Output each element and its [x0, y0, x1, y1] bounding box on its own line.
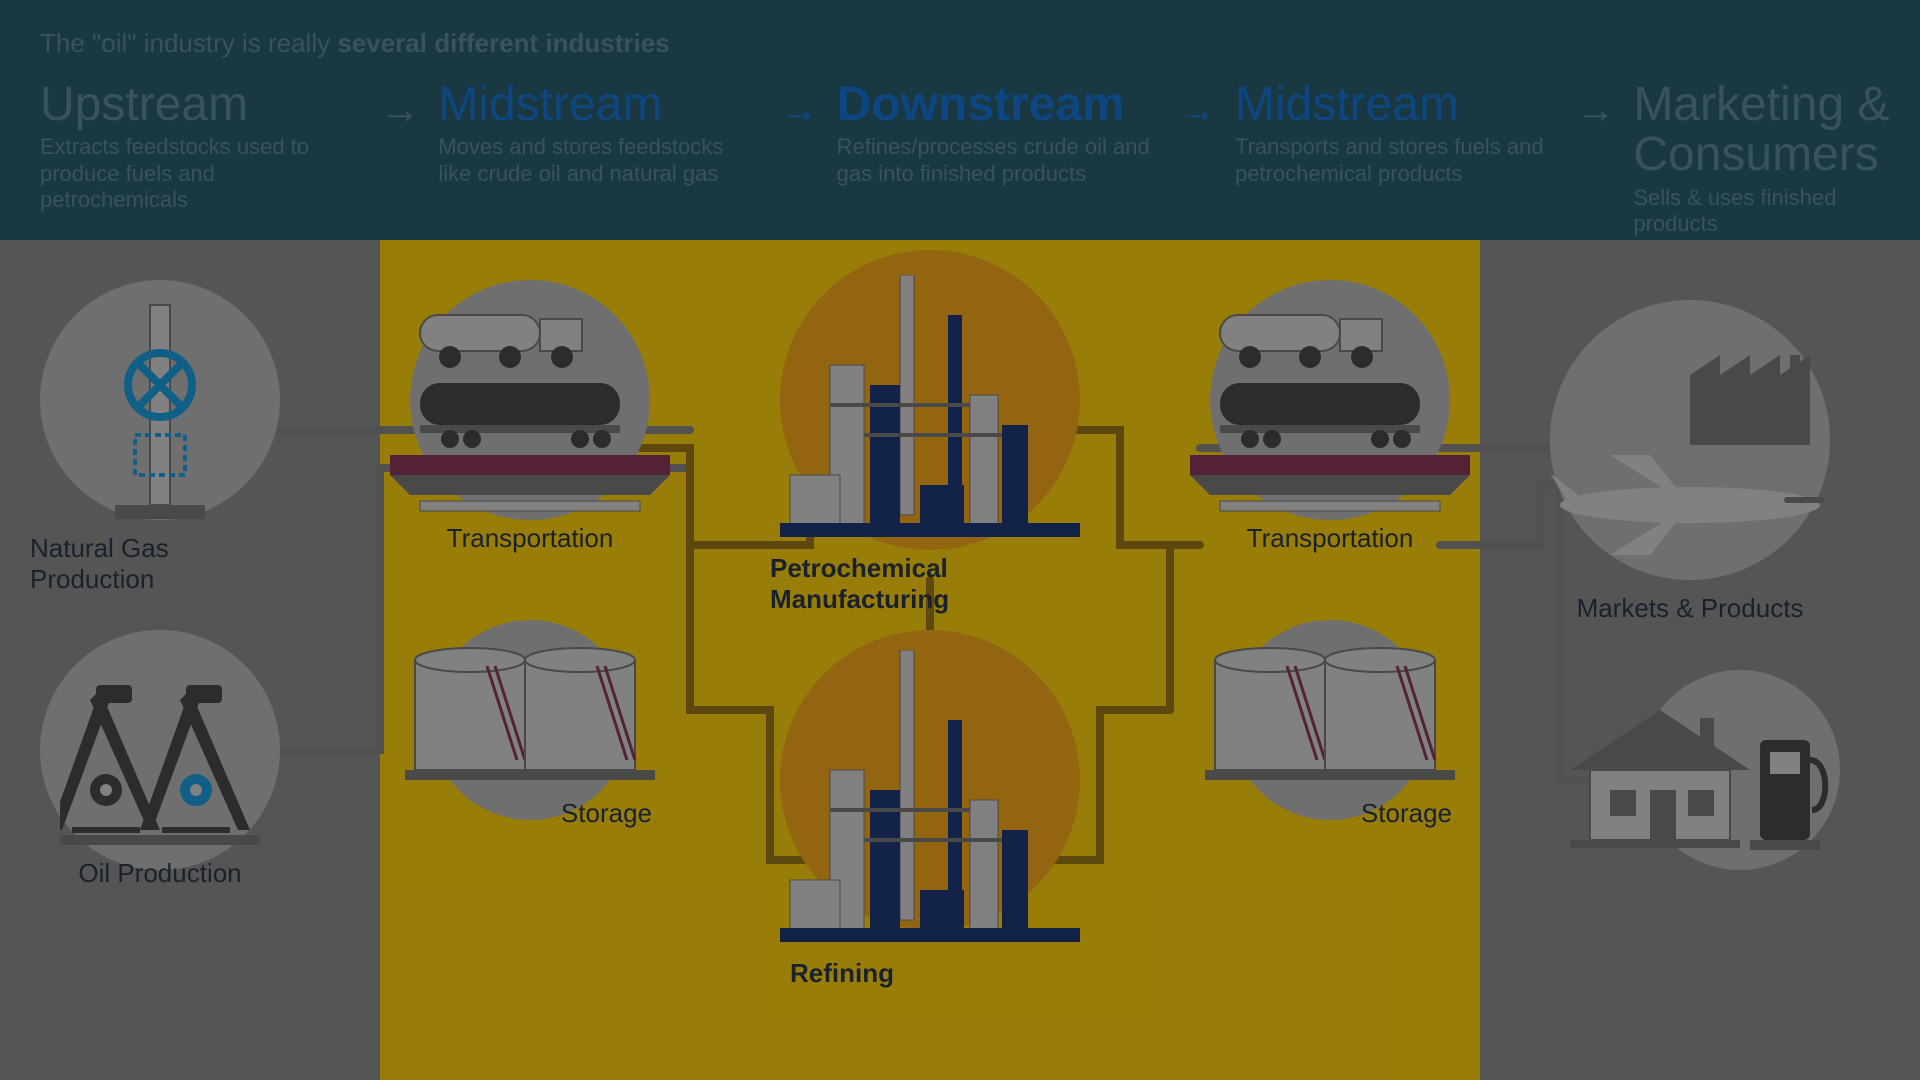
- node-label: Petrochemical Manufacturing: [740, 553, 1120, 615]
- natural-gas-valve-icon: [75, 295, 245, 525]
- stage-midstream: MidstreamMoves and stores feedstocks lik…: [438, 80, 760, 187]
- intro-plain: The "oil" industry is really: [40, 28, 337, 58]
- markets-plane-factory-icon: [1540, 355, 1840, 585]
- stage-desc: Transports and stores fuels and petroche…: [1235, 134, 1557, 187]
- node-storage1: Storage: [400, 630, 660, 829]
- stage-title: Midstream: [1235, 80, 1557, 130]
- node-consumers: [1560, 680, 1820, 860]
- infographic-root: The "oil" industry is really several dif…: [0, 0, 1920, 1080]
- node-label: Storage: [561, 798, 660, 829]
- node-label: Markets & Products: [1577, 593, 1804, 624]
- header-bar: The "oil" industry is really several dif…: [0, 0, 1920, 240]
- transport-multimodal-icon: [380, 305, 680, 515]
- stage-midstream: MidstreamTransports and stores fuels and…: [1235, 80, 1557, 187]
- node-natgas: Natural Gas Production: [30, 295, 290, 595]
- storage-tanks-icon: [405, 630, 655, 790]
- stage-marketing-consumers: Marketing &ConsumersSells & uses finishe…: [1633, 80, 1920, 238]
- node-label: Refining: [760, 958, 894, 989]
- stage-desc: Extracts feedstocks used to produce fuel…: [40, 134, 362, 213]
- pumpjack-icon: [60, 670, 260, 850]
- node-label: Transportation: [1247, 523, 1414, 554]
- stage-upstream: UpstreamExtracts feedstocks used to prod…: [40, 80, 362, 214]
- refinery-icon: [770, 650, 1090, 950]
- stage-desc: Sells & uses finished products: [1633, 185, 1920, 238]
- stage-title: Midstream: [438, 80, 760, 130]
- house-gaspump-icon: [1550, 680, 1830, 860]
- stage-downstream: DownstreamRefines/processes crude oil an…: [837, 80, 1159, 187]
- node-petro: Petrochemical Manufacturing: [740, 275, 1120, 615]
- diagram-body: Natural Gas Production Oil Production Tran…: [0, 240, 1920, 1080]
- stage-desc: Refines/processes crude oil and gas into…: [837, 134, 1159, 187]
- node-oil: Oil Production: [30, 670, 290, 889]
- intro-bold: several different industries: [337, 28, 669, 58]
- node-label: Oil Production: [78, 858, 241, 889]
- node-markets: Markets & Products: [1540, 355, 1840, 624]
- petrochem-plant-icon: [770, 275, 1090, 545]
- node-storage2: Storage: [1200, 630, 1460, 829]
- stage-arrow: →: [1159, 80, 1235, 133]
- node-label: Storage: [1361, 798, 1460, 829]
- stage-arrow: →: [761, 80, 837, 133]
- node-label: Natural Gas Production: [30, 533, 290, 595]
- transport-multimodal-icon: [1180, 305, 1480, 515]
- stage-desc: Moves and stores feedstocks like crude o…: [438, 134, 760, 187]
- stages-row: UpstreamExtracts feedstocks used to prod…: [40, 80, 1920, 238]
- storage-tanks-icon: [1205, 630, 1455, 790]
- node-transport2: Transportation: [1180, 305, 1480, 554]
- intro-text: The "oil" industry is really several dif…: [40, 28, 670, 59]
- stage-title: Downstream: [837, 80, 1159, 130]
- node-label: Transportation: [447, 523, 614, 554]
- stage-title: Marketing &Consumers: [1633, 80, 1920, 181]
- node-transport1: Transportation: [380, 305, 680, 554]
- node-refining: Refining: [760, 650, 1100, 989]
- stage-arrow: →: [362, 80, 438, 133]
- stage-title: Upstream: [40, 80, 362, 130]
- stage-arrow: →: [1557, 80, 1633, 133]
